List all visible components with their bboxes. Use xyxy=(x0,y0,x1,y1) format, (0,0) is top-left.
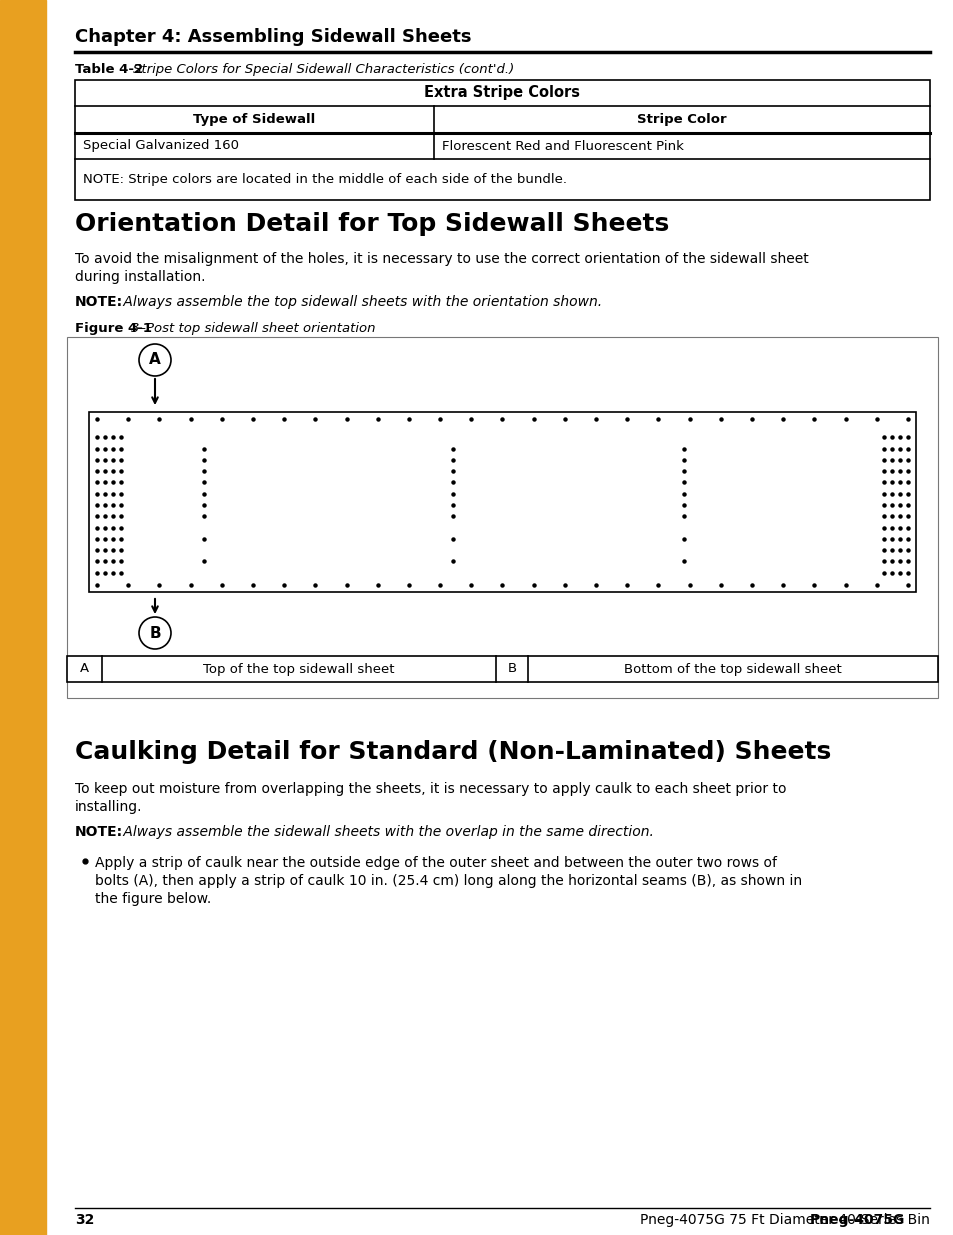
Text: Apply a strip of caulk near the outside edge of the outer sheet and between the : Apply a strip of caulk near the outside … xyxy=(95,856,776,869)
Text: bolts (A), then apply a strip of caulk 10 in. (25.4 cm) long along the horizonta: bolts (A), then apply a strip of caulk 1… xyxy=(95,874,801,888)
Text: Top of the top sidewall sheet: Top of the top sidewall sheet xyxy=(203,662,395,676)
Text: Extra Stripe Colors: Extra Stripe Colors xyxy=(424,85,579,100)
Text: the figure below.: the figure below. xyxy=(95,892,211,906)
Text: Stripe Color: Stripe Color xyxy=(637,112,726,126)
Bar xyxy=(0,0,46,1235)
Text: Chapter 4: Assembling Sidewall Sheets: Chapter 4: Assembling Sidewall Sheets xyxy=(75,28,471,46)
Text: Florescent Red and Fluorescent Pink: Florescent Red and Fluorescent Pink xyxy=(441,140,683,152)
Text: Special Galvanized 160: Special Galvanized 160 xyxy=(83,140,239,152)
Text: To avoid the misalignment of the holes, it is necessary to use the correct orien: To avoid the misalignment of the holes, … xyxy=(75,252,808,266)
Text: Always assemble the sidewall sheets with the overlap in the same direction.: Always assemble the sidewall sheets with… xyxy=(119,825,653,839)
Text: A: A xyxy=(80,662,89,676)
Text: installing.: installing. xyxy=(75,800,142,814)
Text: A: A xyxy=(149,352,161,368)
Text: NOTE:: NOTE: xyxy=(75,295,123,309)
Text: Stripe Colors for Special Sidewall Characteristics (cont'd.): Stripe Colors for Special Sidewall Chara… xyxy=(132,63,514,77)
Circle shape xyxy=(139,345,171,375)
Text: Orientation Detail for Top Sidewall Sheets: Orientation Detail for Top Sidewall Shee… xyxy=(75,212,669,236)
Bar xyxy=(67,656,937,682)
Text: B: B xyxy=(149,625,161,641)
Text: Bottom of the top sidewall sheet: Bottom of the top sidewall sheet xyxy=(623,662,841,676)
Text: B: B xyxy=(507,662,517,676)
Text: Table 4-2: Table 4-2 xyxy=(75,63,148,77)
Text: NOTE: Stripe colors are located in the middle of each side of the bundle.: NOTE: Stripe colors are located in the m… xyxy=(83,173,566,186)
Text: Type of Sidewall: Type of Sidewall xyxy=(193,112,315,126)
Text: Pneg-4075G 75 Ft Diameter 40-Series Bin: Pneg-4075G 75 Ft Diameter 40-Series Bin xyxy=(639,1213,929,1228)
Bar xyxy=(75,80,929,200)
Text: To keep out moisture from overlapping the sheets, it is necessary to apply caulk: To keep out moisture from overlapping th… xyxy=(75,782,785,797)
Text: during installation.: during installation. xyxy=(75,270,205,284)
Text: Always assemble the top sidewall sheets with the orientation shown.: Always assemble the top sidewall sheets … xyxy=(119,295,601,309)
Circle shape xyxy=(139,618,171,650)
Text: 32: 32 xyxy=(75,1213,94,1228)
Text: 3–Post top sidewall sheet orientation: 3–Post top sidewall sheet orientation xyxy=(131,322,375,335)
Text: Pneg-4075G: Pneg-4075G xyxy=(809,1213,904,1228)
Text: Caulking Detail for Standard (Non-Laminated) Sheets: Caulking Detail for Standard (Non-Lamina… xyxy=(75,740,830,764)
Bar xyxy=(67,337,937,698)
Text: NOTE:: NOTE: xyxy=(75,825,123,839)
Bar xyxy=(89,412,915,592)
Text: Figure 4-1: Figure 4-1 xyxy=(75,322,156,335)
